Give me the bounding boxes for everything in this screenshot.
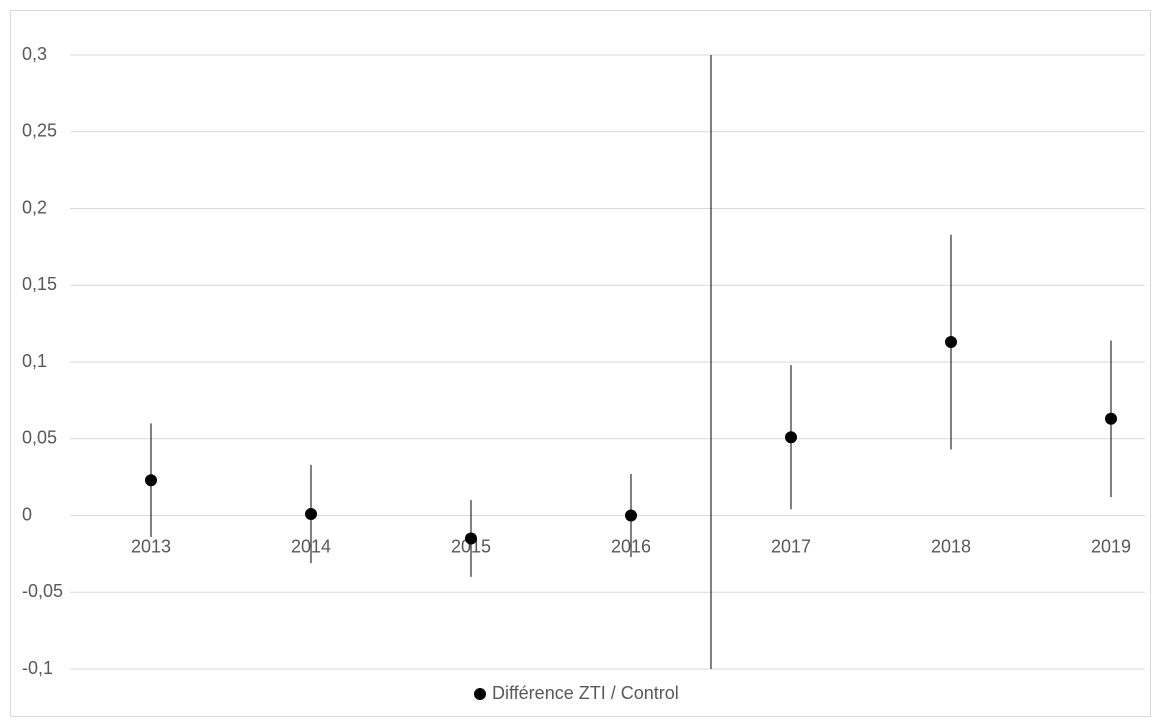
y-tick-label: 0 (22, 504, 32, 524)
x-tick-label: 2017 (771, 536, 811, 556)
y-tick-label: 0,15 (22, 274, 57, 294)
legend-marker (474, 688, 486, 700)
x-tick-label: 2019 (1091, 536, 1131, 556)
y-tick-label: -0,05 (22, 581, 63, 601)
y-tick-label: 0,2 (22, 197, 47, 217)
y-tick-label: -0,1 (22, 658, 53, 678)
data-point (145, 474, 157, 487)
y-tick-label: 0,05 (22, 428, 57, 448)
data-point (1105, 412, 1117, 425)
data-point (945, 336, 957, 349)
legend-label: Différence ZTI / Control (492, 683, 679, 703)
y-tick-label: 0,25 (22, 121, 57, 141)
data-point (625, 509, 637, 522)
data-point (785, 431, 797, 444)
y-tick-label: 0,3 (22, 44, 47, 64)
x-tick-label: 2018 (931, 536, 971, 556)
y-tick-label: 0,1 (22, 351, 47, 371)
data-point (305, 507, 317, 520)
chart-border (10, 10, 1151, 717)
x-tick-label: 2013 (131, 536, 171, 556)
data-point (465, 532, 477, 545)
